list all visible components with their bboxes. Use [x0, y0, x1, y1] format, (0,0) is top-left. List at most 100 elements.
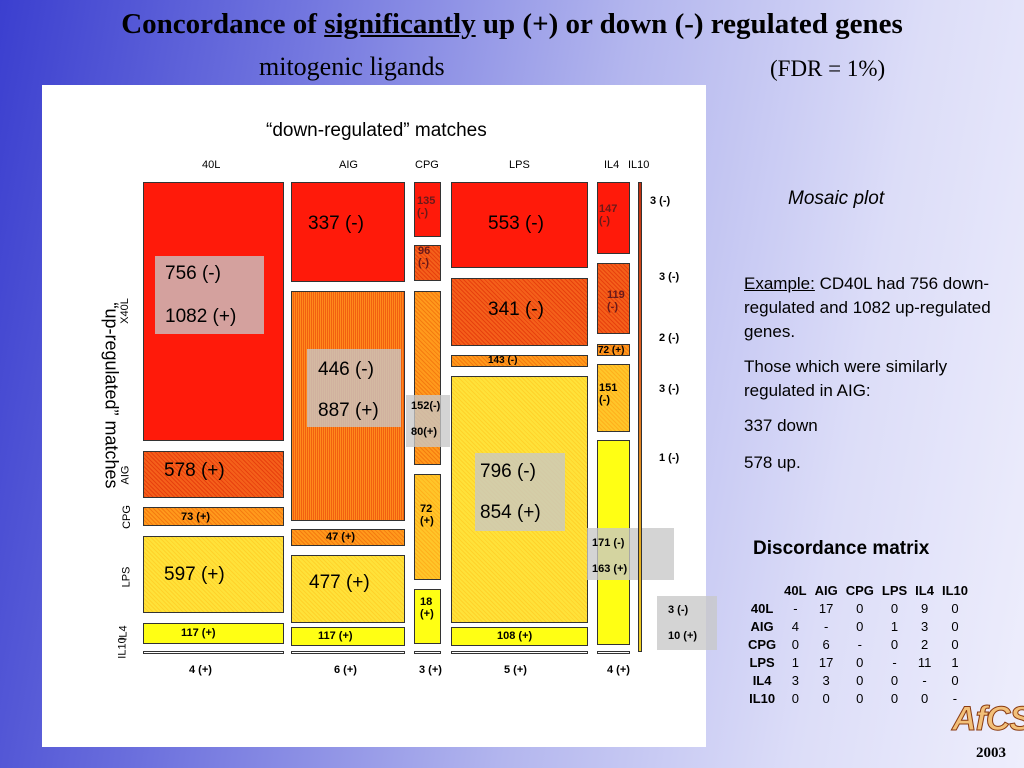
- cell-cpg-aig: [414, 245, 441, 281]
- cell-il4-il10: [597, 651, 630, 654]
- cell-lps-cpg: [451, 355, 588, 367]
- label-477: 477 (+): [309, 572, 370, 593]
- label-il10-r1: 3 (-): [650, 195, 671, 207]
- example-label: Example:: [744, 274, 815, 293]
- label-96: 96 (-): [418, 245, 431, 269]
- cell-il4-aig: [597, 263, 630, 334]
- mosaic-side-title: “up-regulated” matches: [101, 302, 122, 489]
- label-152: 152(-): [411, 400, 441, 412]
- label-il10-gray1: 3 (-): [668, 604, 689, 616]
- label-il10-r4: 3 (-): [659, 383, 680, 395]
- label-72b: 72 (+): [598, 345, 625, 356]
- table-row: IL4 3 3 0 0-0: [752, 672, 959, 688]
- cell-cpg-il4: [414, 589, 441, 644]
- cell-il4-cpg: [597, 344, 630, 356]
- col-header-il10: IL10: [628, 159, 650, 171]
- bottom-count-lps: 5 (+): [504, 664, 527, 676]
- cell-aig-il4: [291, 627, 405, 646]
- cell-40l-il10: [143, 651, 284, 654]
- label-854: 854 (+): [480, 502, 541, 523]
- note-para3: 337 down: [744, 416, 818, 435]
- label-72a: 72 (+): [420, 503, 434, 527]
- label-il10-r2: 3 (-): [659, 271, 680, 283]
- table-row: AIG 4-0 1 3 0: [750, 618, 959, 634]
- cell-cpg-il10: [414, 651, 441, 654]
- afcs-logo: AfCS: [951, 700, 1024, 739]
- label-147: 147 (-): [599, 203, 618, 227]
- label-171: 171 (-): [592, 537, 625, 549]
- cell-cpg-40l: [414, 182, 441, 237]
- cell-aig-cpg: [291, 529, 405, 546]
- page-title: Concordance of significantly up (+) or d…: [121, 8, 903, 40]
- cell-aig-40l: [291, 182, 405, 282]
- bottom-count-40l: 4 (+): [189, 664, 212, 676]
- label-108: 108 (+): [497, 630, 533, 642]
- bottom-count-il4: 4 (+): [607, 664, 630, 676]
- label-578: 578 (+): [164, 460, 225, 481]
- label-1082: 1082 (+): [165, 306, 237, 327]
- col-header-lps: LPS: [509, 159, 530, 171]
- label-il10-r3: 2 (-): [659, 332, 680, 344]
- cell-aig-il10: [291, 651, 405, 654]
- label-151: 151 (-): [599, 382, 618, 406]
- label-337: 337 (-): [308, 213, 364, 234]
- mosaic-top-title: “down-regulated” matches: [266, 120, 487, 141]
- col-header-cpg: CPG: [415, 159, 439, 171]
- discordance-title: Discordance matrix: [753, 538, 930, 559]
- title-underlined: significantly: [324, 8, 476, 40]
- cell-40l-lps: [143, 536, 284, 613]
- mosaic-caption: Mosaic plot: [788, 188, 885, 209]
- subtitle-right: (FDR = 1%): [770, 56, 886, 81]
- table-header-row: 40L AIG CPG LPS IL4 IL10: [784, 582, 968, 598]
- label-73: 73 (+): [181, 511, 211, 523]
- table-row: IL10 0 0 0 0 0-: [749, 690, 958, 706]
- label-bg-cpg: [406, 395, 450, 447]
- bottom-count-cpg: 3 (+): [419, 664, 442, 676]
- cell-il10-column: [638, 182, 642, 652]
- label-117b: 117 (+): [318, 630, 353, 642]
- label-bg-40l: [155, 256, 264, 334]
- cell-cpg-lps: [414, 474, 441, 580]
- bottom-count-aig: 6 (+): [334, 664, 357, 676]
- table-row: CPG 0 6-0 2 0: [748, 636, 959, 652]
- example-note: Example: CD40L had 756 down-regulated an…: [744, 272, 994, 344]
- cell-lps-aig: [451, 278, 588, 346]
- note-para2: Those which were similarly regulated in …: [744, 357, 948, 400]
- example-text: CD40L had 756 down-regulated and 1082 up…: [744, 274, 991, 341]
- cell-aig-lps: [291, 555, 405, 623]
- label-80: 80(+): [411, 426, 437, 438]
- cell-lps-40l: [451, 182, 588, 268]
- label-756: 756 (-): [165, 263, 221, 284]
- note-para4: 578 up.: [744, 453, 801, 472]
- cell-40l-cpg: [143, 507, 284, 526]
- discordance-table: 40L AIG CPG LPS IL4 IL10 40L -17 0 0 9 0 AIG 4…: [744, 581, 972, 707]
- label-135: 135 (-): [417, 195, 436, 219]
- label-341: 341 (-): [488, 299, 544, 320]
- mosaic-panel: “down-regulated” matches 40L AIG CPG LPS…: [42, 85, 706, 747]
- col-header-40l: 40L: [202, 159, 221, 171]
- subtitle-left: mitogenic ligands: [259, 52, 445, 81]
- label-887: 887 (+): [318, 400, 379, 421]
- table-row: 40L -17 0 0 9 0: [750, 600, 959, 616]
- label-446: 446 (-): [318, 359, 374, 380]
- col-header-il4: IL4: [604, 159, 620, 171]
- label-553: 553 (-): [488, 213, 544, 234]
- cell-40l-il4: [143, 623, 284, 644]
- label-163: 163 (+): [592, 563, 628, 575]
- col-header-aig: AIG: [339, 159, 358, 171]
- label-597: 597 (+): [164, 564, 225, 585]
- cell-lps-il10: [451, 651, 588, 654]
- label-119: 119 (-): [607, 289, 625, 313]
- year-label: 2003: [976, 745, 1006, 761]
- label-117a: 117 (+): [181, 627, 216, 639]
- cell-il4-lps: [597, 364, 630, 432]
- label-bg-il10: [657, 596, 717, 650]
- row-label-cpg: CPG: [120, 505, 133, 529]
- cell-il4-40l: [597, 182, 630, 254]
- label-il10-r5: 1 (-): [659, 452, 680, 464]
- label-18: 18 (+): [420, 596, 434, 620]
- label-796: 796 (-): [480, 461, 536, 482]
- label-bg-aig: [307, 349, 401, 427]
- label-143: 143 (-): [488, 355, 518, 366]
- cell-lps-il4: [451, 627, 588, 646]
